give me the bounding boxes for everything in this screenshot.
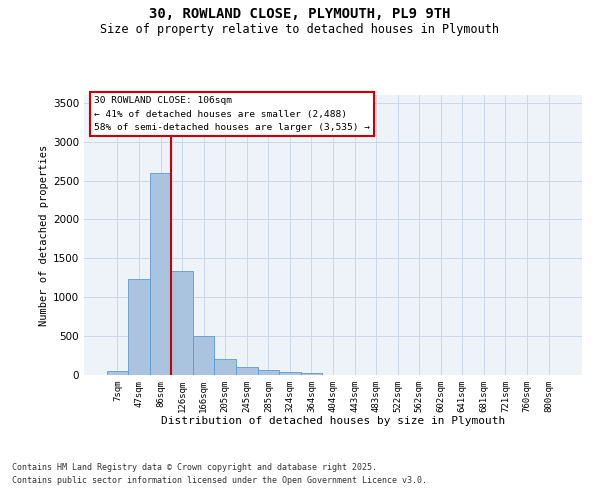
Bar bbox=[193, 336, 214, 375]
Bar bbox=[128, 280, 150, 375]
Bar bbox=[301, 372, 322, 375]
Bar bbox=[150, 173, 172, 375]
Y-axis label: Number of detached properties: Number of detached properties bbox=[39, 144, 49, 326]
Text: Size of property relative to detached houses in Plymouth: Size of property relative to detached ho… bbox=[101, 22, 499, 36]
Text: Contains public sector information licensed under the Open Government Licence v3: Contains public sector information licen… bbox=[12, 476, 427, 485]
Text: 30 ROWLAND CLOSE: 106sqm
← 41% of detached houses are smaller (2,488)
58% of sem: 30 ROWLAND CLOSE: 106sqm ← 41% of detach… bbox=[94, 96, 370, 132]
Bar bbox=[279, 372, 301, 375]
Text: Contains HM Land Registry data © Crown copyright and database right 2025.: Contains HM Land Registry data © Crown c… bbox=[12, 464, 377, 472]
Bar bbox=[107, 371, 128, 375]
X-axis label: Distribution of detached houses by size in Plymouth: Distribution of detached houses by size … bbox=[161, 416, 505, 426]
Bar bbox=[236, 367, 257, 375]
Text: 30, ROWLAND CLOSE, PLYMOUTH, PL9 9TH: 30, ROWLAND CLOSE, PLYMOUTH, PL9 9TH bbox=[149, 8, 451, 22]
Bar bbox=[214, 360, 236, 375]
Bar bbox=[257, 370, 279, 375]
Bar bbox=[172, 271, 193, 375]
